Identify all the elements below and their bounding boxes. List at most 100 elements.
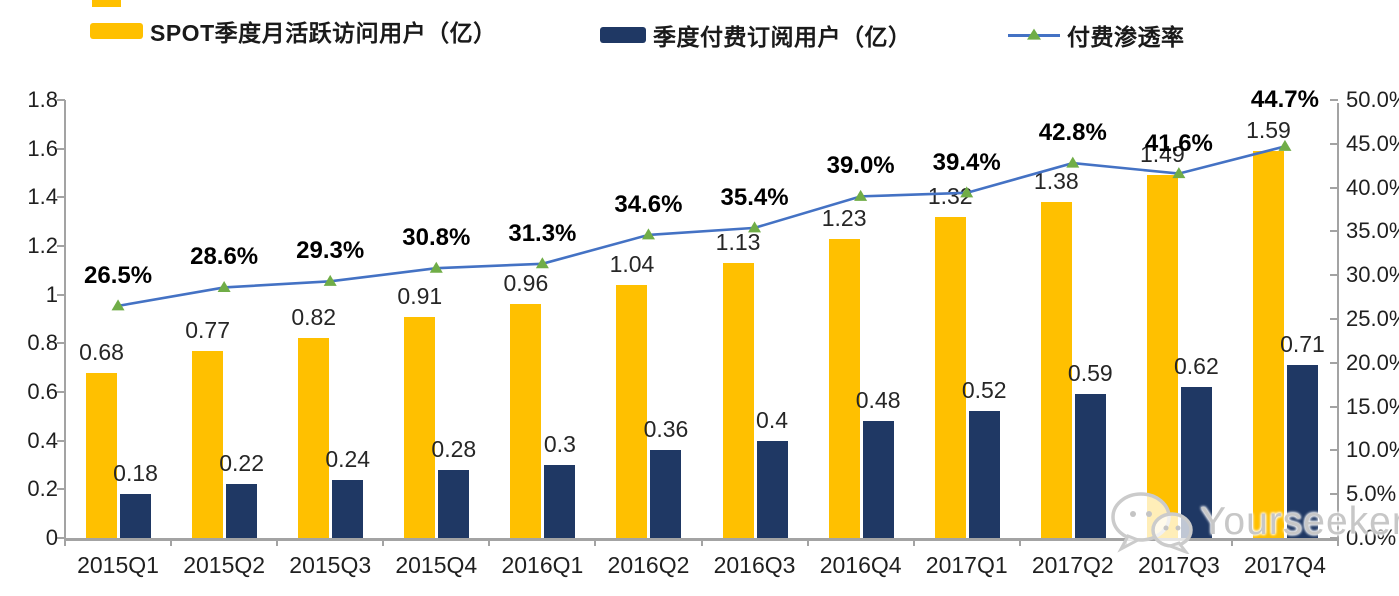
bar-subscribers-value-label: 0.52 <box>961 377 1007 404</box>
legend-item-mau: SPOT季度月活跃访问用户（亿） <box>90 14 497 48</box>
bar-subscribers-value-label: 0.62 <box>1173 353 1219 380</box>
x-axis-category-label: 2016Q3 <box>713 552 796 578</box>
bar-mau <box>86 372 118 538</box>
y-axis-left-tick <box>57 537 65 539</box>
penetration-value-label: 29.3% <box>296 237 365 265</box>
penetration-value-label: 31.3% <box>508 219 577 247</box>
y-axis-left-label: 1.2 <box>27 233 58 258</box>
bar-mau <box>298 338 330 538</box>
bar-subscribers-value-label: 0.24 <box>325 445 371 472</box>
bar-mau-value-label: 1.13 <box>715 229 761 256</box>
x-axis-tick <box>594 538 597 546</box>
bar-mau-value-label: 1.38 <box>1033 168 1079 195</box>
bar-mau <box>404 316 436 538</box>
y-axis-left-label: 1.6 <box>27 135 58 161</box>
legend-item-subscribers: 季度付费订阅用户（亿） <box>600 18 912 52</box>
bar-subscribers <box>120 494 152 538</box>
bar-mau-value-label: 1.59 <box>1246 117 1291 144</box>
bar-subscribers-value-label: 0.28 <box>431 435 477 462</box>
y-axis-left-tick <box>57 488 65 491</box>
y-axis-left-tick <box>57 391 65 393</box>
bar-mau-value-label: 1.23 <box>821 204 867 231</box>
bar-mau-value-label: 0.68 <box>79 338 124 365</box>
y-axis-right-tick <box>1330 186 1338 189</box>
bar-mau-value-label: 0.96 <box>503 270 549 297</box>
bar-mau-value-label: 0.91 <box>397 282 443 309</box>
y-axis-right-label: 45.0% <box>1346 130 1399 156</box>
bar-mau <box>510 304 542 538</box>
bar-subscribers <box>332 479 364 538</box>
x-axis-tick <box>700 538 703 546</box>
bar-mau-value-label: 1.32 <box>927 182 973 209</box>
y-axis-right-tick <box>1330 230 1338 233</box>
bar-subscribers <box>756 440 788 538</box>
y-axis-right-label: 20.0% <box>1346 349 1399 375</box>
y-axis-left-tick <box>57 439 65 442</box>
y-axis-right-tick <box>1330 537 1338 539</box>
penetration-marker-icon <box>429 261 443 273</box>
watermark: Yourseeker <box>1108 490 1399 554</box>
y-axis-right-tick <box>1330 318 1338 320</box>
penetration-value-label: 44.7% <box>1250 86 1319 114</box>
legend-label-penetration: 付费渗透率 <box>1067 24 1185 50</box>
x-axis-tick <box>806 538 809 546</box>
y-axis-left-tick <box>57 245 65 247</box>
bar-mau-value-label: 0.77 <box>185 316 231 343</box>
y-axis-right-label: 40.0% <box>1346 174 1399 200</box>
x-axis-category-label: 2017Q1 <box>925 552 1008 578</box>
x-axis-tick <box>912 538 915 546</box>
y-axis-left-tick <box>57 147 65 150</box>
y-axis-right-label: 10.0% <box>1346 437 1399 463</box>
penetration-value-label: 39.0% <box>826 152 895 180</box>
x-axis-category-label: 2016Q1 <box>501 552 584 578</box>
x-axis-category-label: 2015Q2 <box>183 552 266 578</box>
y-axis-left-label: 1.8 <box>27 87 58 112</box>
x-axis-category-label: 2016Q2 <box>607 552 690 578</box>
bar-subscribers <box>226 484 258 538</box>
bar-mau <box>616 284 648 538</box>
x-axis-category-label: 2015Q3 <box>289 552 372 578</box>
x-axis-category-label: 2017Q4 <box>1244 552 1326 578</box>
x-axis-category-label: 2015Q4 <box>395 552 478 578</box>
bar-subscribers <box>1286 365 1318 538</box>
bar-subscribers-value-label: 0.36 <box>643 416 689 443</box>
x-axis-tick <box>170 538 173 546</box>
bar-subscribers <box>650 450 682 538</box>
penetration-value-label: 41.6% <box>1144 129 1213 157</box>
x-axis-tick <box>1018 538 1021 546</box>
y-axis-right-label: 30.0% <box>1346 262 1399 288</box>
y-axis-right <box>1337 103 1339 540</box>
bar-subscribers-value-label: 0.71 <box>1280 331 1325 358</box>
y-axis-left-label: 0 <box>45 525 58 550</box>
y-axis-left-label: 1.4 <box>27 184 58 210</box>
x-axis-tick <box>488 538 491 546</box>
y-axis-left-tick <box>57 342 65 345</box>
bar-subscribers <box>544 465 576 538</box>
x-axis-tick <box>64 538 66 546</box>
x-axis-tick <box>1337 538 1339 546</box>
x-axis-tick <box>382 538 385 546</box>
y-axis-left-label: 0.2 <box>27 476 58 502</box>
y-axis-right-label: 35.0% <box>1346 218 1399 244</box>
bar-subscribers-value-label: 0.3 <box>543 431 576 457</box>
bar-subscribers-value-label: 0.4 <box>756 406 789 433</box>
cropped-bar-fragment <box>92 0 121 7</box>
y-axis-left-label: 0.8 <box>27 330 58 356</box>
bar-subscribers-value-label: 0.59 <box>1067 360 1113 387</box>
legend-swatch-mau <box>90 23 143 39</box>
legend-swatch-subscribers <box>600 27 646 43</box>
x-axis-category-label: 2016Q4 <box>819 552 902 578</box>
x-axis-category-label: 2015Q1 <box>77 552 159 578</box>
y-axis-right-tick <box>1330 449 1338 452</box>
penetration-value-label: 26.5% <box>84 261 153 289</box>
y-axis-right-label: 0.0% <box>1346 525 1397 550</box>
y-axis-left-tick <box>57 293 65 296</box>
penetration-marker-icon <box>535 257 549 269</box>
y-axis-left-label: 0.4 <box>27 427 58 453</box>
y-axis-right-label: 5.0% <box>1346 481 1397 507</box>
legend-item-penetration: 付费渗透率 <box>1008 18 1185 52</box>
bar-subscribers <box>438 469 470 538</box>
penetration-value-label: 35.4% <box>720 183 789 211</box>
bar-mau-value-label: 1.04 <box>609 250 655 277</box>
